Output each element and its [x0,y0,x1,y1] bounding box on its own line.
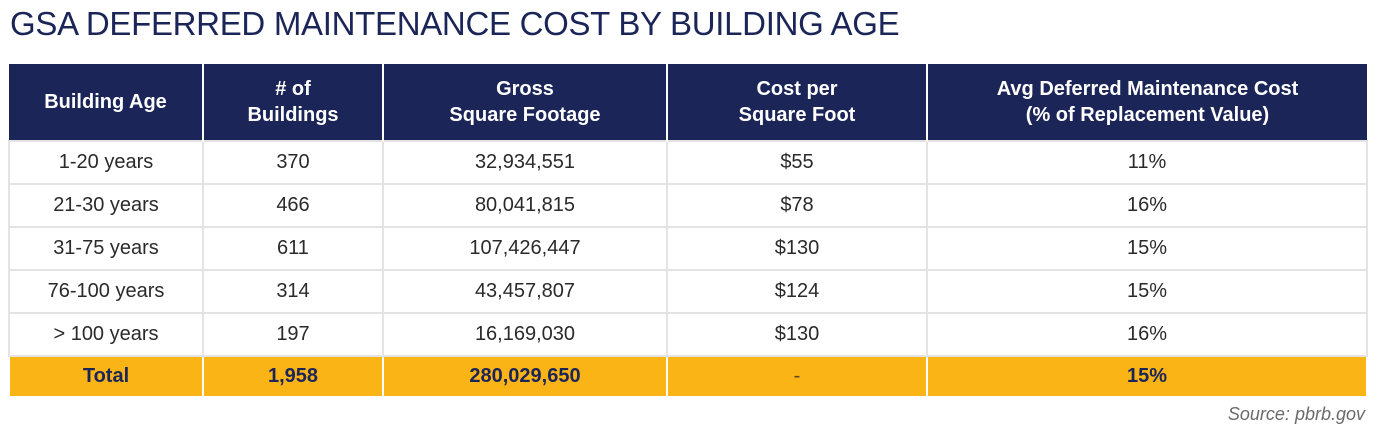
header-number-of-buildings: # of Buildings [202,64,384,141]
cell-building-age: 21-30 years [8,183,204,228]
header-gross-square-footage: Gross Square Footage [382,64,668,141]
cell-cost-per-square-foot: $78 [666,183,928,228]
page-title: GSA DEFERRED MAINTENANCE COST BY BUILDIN… [10,5,900,42]
header-avg-deferred-maintenance-cost-line2: (% of Replacement Value) [1025,104,1270,126]
table-row: 21-30 years 466 80,041,815 $78 16% [8,183,1368,228]
header-gross-square-footage-line2: Square Footage [449,104,601,126]
table-row: > 100 years 197 16,169,030 $130 16% [8,312,1368,357]
maintenance-cost-table: Building Age # of Buildings Gross Square… [8,64,1368,398]
header-number-of-buildings-line1: # of [275,78,311,100]
total-avg-deferred-maintenance-cost: 15% [926,355,1368,398]
header-gross-square-footage-line1: Gross [496,78,554,100]
table-row: 76-100 years 314 43,457,807 $124 15% [8,269,1368,314]
cell-avg-deferred-maintenance-cost: 16% [926,183,1368,228]
cell-gross-square-footage: 107,426,447 [382,226,668,271]
table-row: 31-75 years 611 107,426,447 $130 15% [8,226,1368,271]
cell-avg-deferred-maintenance-cost: 15% [926,226,1368,271]
cell-gross-square-footage: 16,169,030 [382,312,668,357]
header-cost-per-square-foot: Cost per Square Foot [666,64,928,141]
cell-gross-square-footage: 80,041,815 [382,183,668,228]
cell-avg-deferred-maintenance-cost: 16% [926,312,1368,357]
cell-cost-per-square-foot: $130 [666,312,928,357]
cell-avg-deferred-maintenance-cost: 11% [926,140,1368,185]
total-label: Total [8,355,204,398]
cell-number-of-buildings: 314 [202,269,384,314]
cell-number-of-buildings: 370 [202,140,384,185]
table-row: 1-20 years 370 32,934,551 $55 11% [8,140,1368,185]
maintenance-table-container: Building Age # of Buildings Gross Square… [8,64,1368,398]
total-number-of-buildings: 1,958 [202,355,384,398]
cell-building-age: 76-100 years [8,269,204,314]
header-building-age-label: Building Age [44,91,167,113]
cell-gross-square-footage: 43,457,807 [382,269,668,314]
cell-building-age: 1-20 years [8,140,204,185]
cell-number-of-buildings: 611 [202,226,384,271]
table-total-row: Total 1,958 280,029,650 - 15% [8,355,1368,398]
total-gross-square-footage: 280,029,650 [382,355,668,398]
cell-cost-per-square-foot: $55 [666,140,928,185]
header-avg-deferred-maintenance-cost-line1: Avg Deferred Maintenance Cost [996,78,1299,100]
source-note: Source: pbrb.gov [1227,404,1365,424]
header-cost-per-square-foot-line2: Square Foot [738,104,856,126]
header-number-of-buildings-line2: Buildings [247,104,339,126]
table-header-row: Building Age # of Buildings Gross Square… [9,64,1367,141]
cell-cost-per-square-foot: $130 [666,226,928,271]
cell-building-age: 31-75 years [8,226,204,271]
cell-building-age: > 100 years [8,312,204,357]
cell-gross-square-footage: 32,934,551 [382,140,668,185]
header-cost-per-square-foot-line1: Cost per [756,78,838,100]
header-avg-deferred-maintenance-cost: Avg Deferred Maintenance Cost (% of Repl… [926,64,1367,141]
cell-avg-deferred-maintenance-cost: 15% [926,269,1368,314]
cell-number-of-buildings: 466 [202,183,384,228]
header-building-age: Building Age [9,64,204,141]
cell-number-of-buildings: 197 [202,312,384,357]
total-cost-per-square-foot: - [666,355,928,398]
cell-cost-per-square-foot: $124 [666,269,928,314]
